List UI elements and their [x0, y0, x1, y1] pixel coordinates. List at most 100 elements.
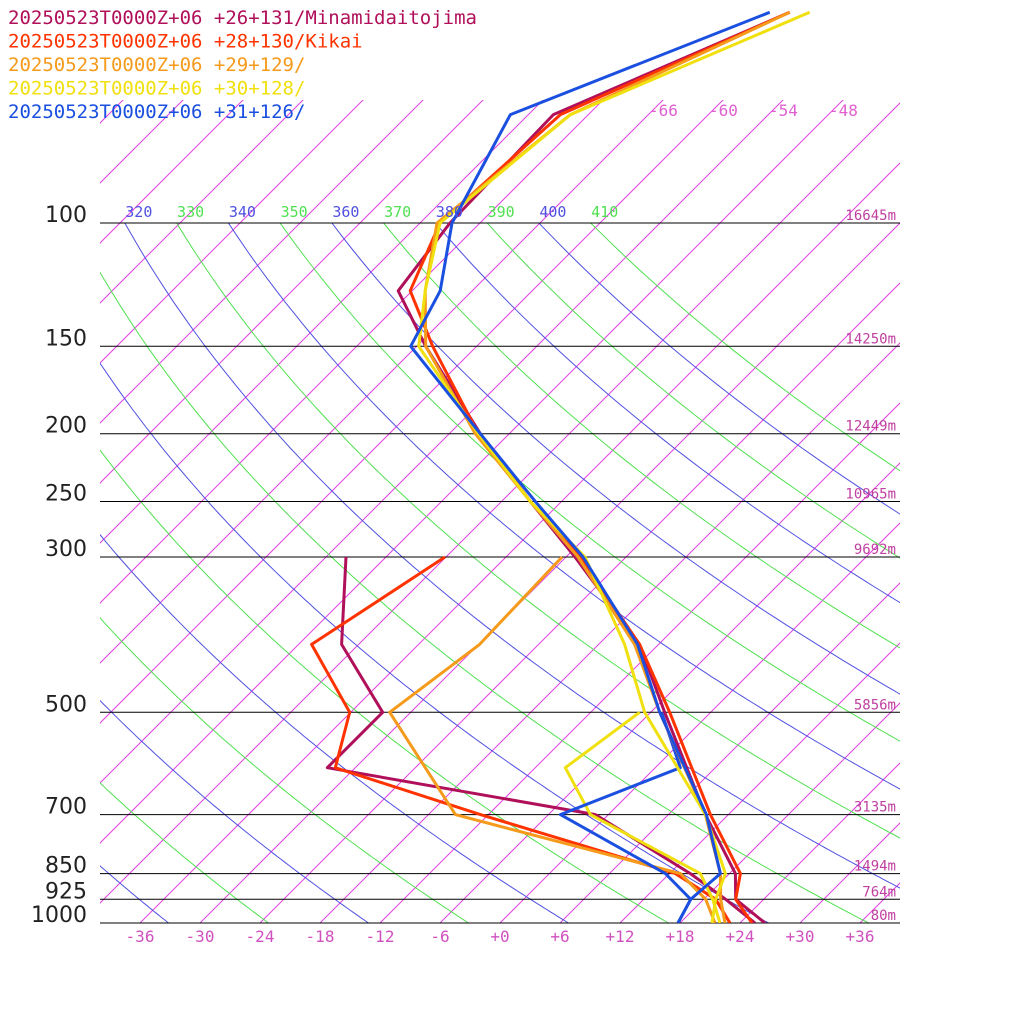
pressure-label: 100 — [45, 203, 87, 228]
height-label: 10965m — [845, 487, 896, 503]
pressure-label: 1000 — [31, 903, 87, 928]
isotherm — [139, 162, 900, 923]
x-tick-label: -12 — [366, 927, 395, 946]
isotherm — [439, 462, 900, 923]
theta-label: 320 — [125, 203, 152, 221]
isotherm — [0, 0, 43, 923]
legend-entry: 20250523T0000Z+06 +26+131/Minamidaitojim… — [8, 7, 477, 29]
height-label: 9692m — [854, 542, 896, 558]
theta-label: 340 — [229, 203, 256, 221]
isotherm-label: -54 — [769, 101, 798, 120]
theta-label: 380 — [436, 203, 463, 221]
isotherm — [559, 582, 900, 923]
adiabat — [331, 223, 900, 695]
adiabat — [227, 223, 900, 790]
dewpoint-line — [310, 555, 732, 923]
isotherm — [619, 642, 900, 923]
isotherm-label: -60 — [709, 101, 738, 120]
x-tick-label: -36 — [126, 927, 155, 946]
height-label: 16645m — [845, 208, 896, 224]
adiabat — [590, 223, 900, 472]
temperature-line — [409, 10, 771, 923]
isotherm — [100, 100, 604, 604]
dewpoint-line — [558, 711, 693, 923]
height-label: 80m — [871, 908, 896, 924]
x-tick-label: +30 — [786, 927, 815, 946]
isotherm — [379, 402, 900, 923]
theta-label: 350 — [281, 203, 308, 221]
pressure-label: 250 — [45, 482, 87, 507]
x-tick-label: -6 — [430, 927, 449, 946]
height-label: 764m — [862, 884, 896, 900]
x-tick-label: +6 — [550, 927, 569, 946]
legend-entry: 20250523T0000Z+06 +30+128/ — [8, 78, 305, 100]
profiles — [310, 10, 811, 923]
pressure-label: 150 — [45, 326, 87, 351]
isotherm — [100, 100, 184, 184]
isotherm — [739, 762, 900, 923]
isotherm — [499, 522, 900, 923]
isotherm — [100, 100, 544, 544]
legend-entry: 20250523T0000Z+06 +28+130/Kikai — [8, 31, 363, 53]
x-tick-label: +18 — [666, 927, 695, 946]
dewpoint-line — [388, 555, 717, 923]
x-tick-label: -24 — [246, 927, 275, 946]
isotherm — [319, 342, 900, 923]
isotherm — [100, 100, 484, 484]
x-tick-label: -30 — [186, 927, 215, 946]
theta-label: 370 — [384, 203, 411, 221]
temperature-line — [423, 10, 791, 923]
isotherms — [0, 0, 1024, 923]
theta-label: 330 — [177, 203, 204, 221]
height-label: 1494m — [854, 859, 896, 875]
isotherm-label: -48 — [829, 101, 858, 120]
isotherm — [199, 222, 900, 923]
theta-label: 400 — [539, 203, 566, 221]
height-label: 5856m — [854, 697, 896, 713]
pressure-label: 200 — [45, 414, 87, 439]
isotherm — [100, 100, 724, 724]
isotherm — [859, 882, 900, 923]
x-tick-label: +24 — [726, 927, 755, 946]
pressure-label: 700 — [45, 795, 87, 820]
isotherm — [799, 822, 900, 923]
isotherm — [100, 100, 784, 784]
isotherm — [259, 282, 900, 923]
isotherm — [0, 0, 103, 923]
adiabat — [538, 223, 900, 515]
adiabat — [383, 223, 900, 649]
isotherm — [100, 100, 664, 664]
temperature-line — [408, 10, 791, 923]
adiabats — [100, 223, 900, 923]
pressure-label: 925 — [45, 879, 87, 904]
isotherm — [100, 100, 304, 304]
pressure-levels — [100, 222, 900, 924]
isotherm — [920, 0, 1024, 923]
theta-label: 390 — [488, 203, 515, 221]
legend-entry: 20250523T0000Z+06 +31+126/ — [8, 101, 305, 123]
adiabat — [279, 223, 900, 742]
isotherm — [100, 100, 424, 424]
legend-entry: 20250523T0000Z+06 +29+129/ — [8, 54, 305, 76]
pressure-label: 850 — [45, 854, 87, 879]
isotherm — [0, 0, 163, 923]
x-tick-label: -18 — [306, 927, 335, 946]
height-label: 12449m — [845, 419, 896, 435]
isotherm — [100, 100, 244, 244]
height-label: 14250m — [845, 331, 896, 347]
isotherm — [100, 102, 900, 904]
isotherm-label: -66 — [649, 101, 678, 120]
height-label: 3135m — [854, 800, 896, 816]
isotherm — [100, 100, 364, 364]
x-tick-label: +0 — [490, 927, 509, 946]
x-tick-label: +12 — [606, 927, 635, 946]
theta-label: 410 — [591, 203, 618, 221]
x-tick-label: +36 — [846, 927, 875, 946]
pressure-label: 300 — [45, 537, 87, 562]
labels: 20250523T0000Z+06 +26+131/Minamidaitojim… — [8, 7, 896, 946]
theta-label: 360 — [332, 203, 359, 221]
pressure-label: 500 — [45, 692, 87, 717]
isotherm — [679, 702, 900, 923]
